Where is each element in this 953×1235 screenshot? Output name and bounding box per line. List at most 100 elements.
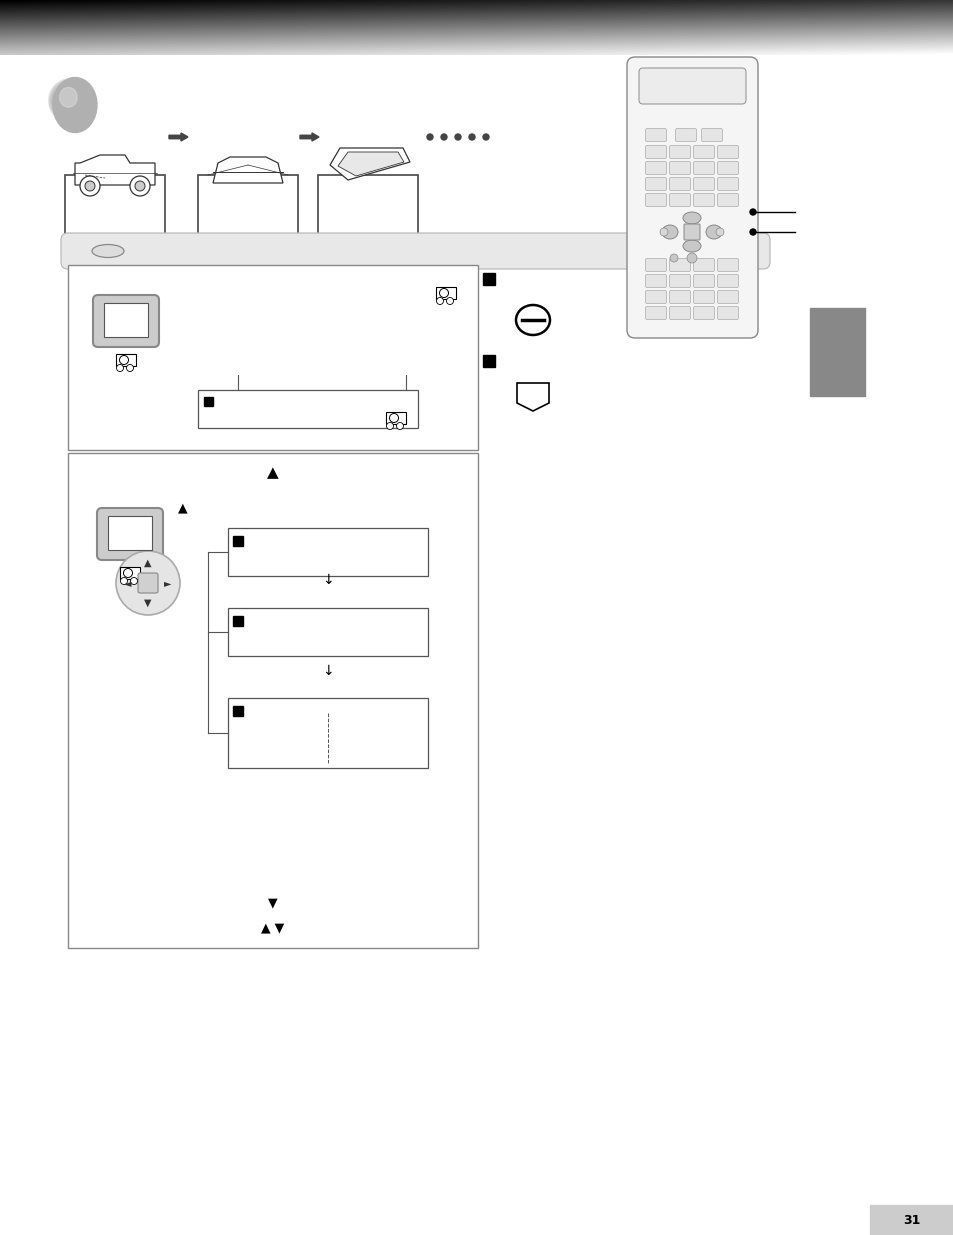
Circle shape bbox=[62, 91, 84, 114]
Text: ▲ ▼: ▲ ▼ bbox=[261, 921, 284, 935]
FancyBboxPatch shape bbox=[700, 128, 721, 142]
FancyBboxPatch shape bbox=[717, 290, 738, 304]
FancyBboxPatch shape bbox=[693, 306, 714, 320]
FancyBboxPatch shape bbox=[645, 258, 666, 272]
Ellipse shape bbox=[91, 245, 124, 258]
Circle shape bbox=[65, 94, 82, 112]
Circle shape bbox=[120, 578, 128, 584]
Bar bbox=[869, 1205, 953, 1235]
Circle shape bbox=[749, 228, 755, 235]
Polygon shape bbox=[517, 383, 548, 411]
FancyBboxPatch shape bbox=[669, 178, 690, 190]
Circle shape bbox=[469, 135, 475, 140]
Circle shape bbox=[749, 209, 755, 215]
Ellipse shape bbox=[682, 240, 700, 252]
Circle shape bbox=[439, 289, 448, 298]
FancyArrow shape bbox=[299, 133, 318, 141]
Text: ▲: ▲ bbox=[267, 466, 278, 480]
Circle shape bbox=[80, 177, 100, 196]
Circle shape bbox=[130, 177, 150, 196]
Circle shape bbox=[436, 298, 443, 305]
FancyBboxPatch shape bbox=[675, 128, 696, 142]
Polygon shape bbox=[213, 157, 283, 183]
FancyBboxPatch shape bbox=[138, 573, 158, 593]
Text: ↓: ↓ bbox=[322, 573, 334, 587]
Circle shape bbox=[446, 298, 453, 305]
Circle shape bbox=[85, 182, 95, 191]
Circle shape bbox=[669, 254, 678, 262]
Circle shape bbox=[119, 356, 129, 364]
Circle shape bbox=[56, 86, 88, 117]
Bar bbox=[233, 536, 243, 546]
Bar bbox=[65, 175, 165, 249]
Circle shape bbox=[686, 253, 697, 263]
FancyBboxPatch shape bbox=[717, 306, 738, 320]
Circle shape bbox=[427, 135, 433, 140]
Circle shape bbox=[51, 82, 91, 121]
Circle shape bbox=[440, 135, 447, 140]
Bar bbox=[233, 616, 243, 626]
FancyBboxPatch shape bbox=[645, 306, 666, 320]
Bar bbox=[436, 287, 456, 299]
FancyArrow shape bbox=[169, 133, 188, 141]
Bar bbox=[104, 303, 148, 337]
Circle shape bbox=[63, 93, 83, 112]
Circle shape bbox=[127, 364, 133, 372]
Bar bbox=[809, 308, 864, 396]
FancyBboxPatch shape bbox=[645, 146, 666, 158]
Text: 31: 31 bbox=[902, 1214, 920, 1226]
FancyBboxPatch shape bbox=[717, 146, 738, 158]
Bar bbox=[228, 698, 428, 768]
Circle shape bbox=[49, 79, 92, 122]
Polygon shape bbox=[330, 148, 410, 180]
Bar bbox=[198, 175, 297, 249]
FancyBboxPatch shape bbox=[683, 224, 700, 240]
Polygon shape bbox=[337, 152, 403, 177]
FancyBboxPatch shape bbox=[645, 290, 666, 304]
FancyBboxPatch shape bbox=[645, 274, 666, 288]
Circle shape bbox=[72, 103, 76, 106]
FancyBboxPatch shape bbox=[717, 162, 738, 174]
Circle shape bbox=[55, 85, 88, 119]
Circle shape bbox=[396, 422, 403, 430]
Circle shape bbox=[67, 98, 80, 110]
FancyBboxPatch shape bbox=[669, 274, 690, 288]
Bar bbox=[204, 396, 213, 406]
Circle shape bbox=[60, 90, 85, 115]
Text: ▲: ▲ bbox=[144, 558, 152, 568]
FancyBboxPatch shape bbox=[626, 57, 758, 338]
Bar bbox=[198, 390, 417, 429]
Circle shape bbox=[71, 101, 77, 107]
Ellipse shape bbox=[53, 78, 97, 132]
Circle shape bbox=[135, 182, 145, 191]
Bar bbox=[120, 567, 140, 579]
FancyBboxPatch shape bbox=[645, 162, 666, 174]
Circle shape bbox=[389, 414, 398, 422]
Circle shape bbox=[123, 568, 132, 578]
Bar bbox=[482, 273, 495, 285]
Bar bbox=[108, 516, 152, 550]
Circle shape bbox=[50, 80, 91, 122]
Bar bbox=[482, 354, 495, 367]
Ellipse shape bbox=[59, 88, 77, 107]
FancyBboxPatch shape bbox=[693, 162, 714, 174]
Bar bbox=[228, 608, 428, 656]
FancyBboxPatch shape bbox=[669, 146, 690, 158]
Circle shape bbox=[69, 99, 79, 110]
FancyBboxPatch shape bbox=[669, 162, 690, 174]
Text: ◄: ◄ bbox=[124, 578, 132, 588]
FancyBboxPatch shape bbox=[669, 194, 690, 206]
FancyBboxPatch shape bbox=[61, 233, 769, 269]
FancyBboxPatch shape bbox=[693, 258, 714, 272]
Bar bbox=[233, 706, 243, 716]
Circle shape bbox=[52, 83, 90, 120]
Circle shape bbox=[53, 84, 89, 119]
Circle shape bbox=[116, 551, 180, 615]
Circle shape bbox=[482, 135, 489, 140]
Ellipse shape bbox=[516, 305, 550, 335]
FancyBboxPatch shape bbox=[645, 128, 666, 142]
Circle shape bbox=[59, 89, 86, 116]
FancyBboxPatch shape bbox=[92, 295, 159, 347]
Text: ►: ► bbox=[164, 578, 172, 588]
FancyBboxPatch shape bbox=[693, 274, 714, 288]
